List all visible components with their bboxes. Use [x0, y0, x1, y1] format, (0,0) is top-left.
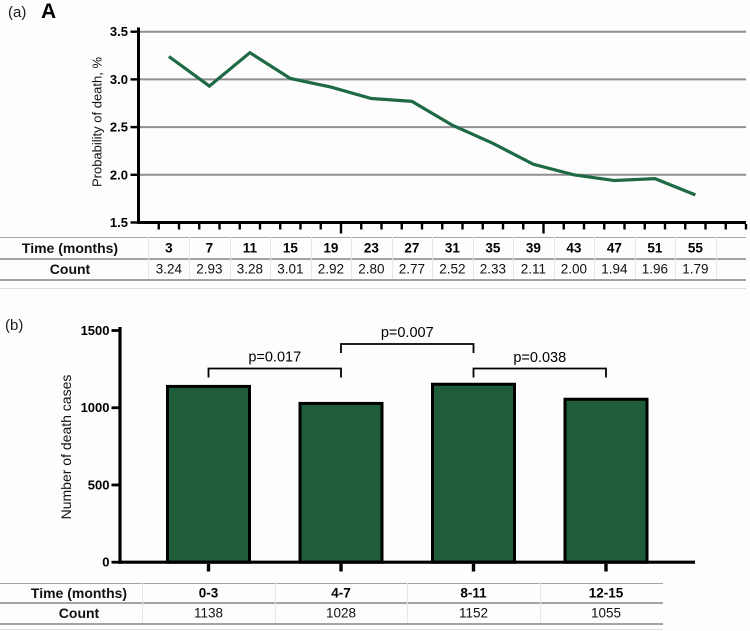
table-b-time-value: 4-7: [331, 585, 351, 600]
line-chart-y-tick-label: 3.0: [110, 72, 128, 87]
table-a-count-value: 1.94: [601, 261, 628, 276]
table-a-time-value: 27: [404, 240, 420, 255]
table-a-count-value: 2.52: [439, 261, 466, 276]
table-a-col-rule: [351, 237, 353, 279]
table-a-row1-header: Time (months): [21, 239, 119, 256]
panel-a-letter: A: [41, 0, 57, 23]
table-a-count-value: 2.33: [479, 261, 507, 276]
table-a-count-value: 2.93: [196, 261, 223, 276]
table-a-time-value: 11: [242, 240, 258, 255]
table-a-time-value: 35: [485, 240, 501, 255]
table-b-count-value: 1152: [458, 605, 489, 620]
table-b-time-value: 0-3: [198, 585, 219, 600]
table-b-time-value: 12-15: [588, 585, 624, 600]
bar-chart-y-tick-label: 0: [102, 555, 109, 570]
table-a-count-value: 2.80: [358, 261, 385, 276]
line-chart-y-tick-label: 2.0: [110, 167, 128, 182]
table-a-col-rule: [148, 237, 149, 279]
table-a-faint-rule: [0, 287, 746, 289]
table-a-time-value: 3: [165, 240, 173, 255]
significance-label: p=0.017: [248, 350, 301, 366]
table-b-count-value: 1055: [590, 605, 622, 620]
table-b-top-rule: [0, 582, 663, 585]
table-a-time-value: 15: [282, 240, 298, 255]
table-a-col-rule: [513, 237, 515, 279]
table-a-col-rule: [553, 237, 555, 279]
significance-bracket: [340, 343, 475, 353]
table-b-count-value: 1138: [193, 605, 224, 620]
table-a-time-value: 7: [205, 240, 214, 255]
table-a-top-rule: [0, 236, 746, 239]
bar-0-3: [166, 384, 251, 564]
panel-a-tag: (a): [8, 4, 27, 21]
table-a-col-rule: [472, 237, 474, 279]
significance-label: p=0.038: [513, 350, 566, 366]
bar-chart-y-tick-label: 1500: [81, 323, 110, 338]
table-a-time-value: 39: [525, 240, 541, 255]
table-a-time-value: 23: [363, 240, 379, 255]
panel-b-tag: (b): [5, 317, 24, 334]
line-chart-series: [167, 50, 696, 197]
bar-chart-y-axis-title: Number of death cases: [58, 374, 74, 520]
table-a-count-value: 2.11: [520, 261, 547, 276]
table-a-time-value: 51: [647, 240, 663, 255]
line-chart-y-tick-label: 3.5: [110, 24, 128, 39]
table-a-count-value: 1.79: [682, 261, 709, 276]
table-a-count-value: 3.28: [236, 261, 264, 276]
table-a-count-value: 3.24: [155, 261, 183, 276]
table-a-time-value: 19: [323, 240, 339, 255]
table-b-col-rule: [407, 583, 409, 623]
bar-4-7: [298, 401, 384, 564]
table-a-col-rule: [391, 237, 393, 279]
bar-chart-y-tick-label: 1000: [81, 400, 110, 415]
table-a-time-value: 47: [606, 240, 622, 255]
table-a-col-rule: [189, 237, 191, 279]
table-a-count-value: 2.00: [560, 261, 588, 276]
table-a-count-value: 2.92: [317, 261, 345, 276]
bar-12-15: [563, 397, 649, 564]
bar-chart-y-tick-label: 500: [88, 477, 110, 492]
bar-8-11: [431, 382, 516, 564]
table-a-col-rule: [634, 237, 636, 279]
table-a-col-rule: [432, 237, 434, 279]
table-a-time-value: 55: [687, 240, 703, 255]
table-b-row1-header: Time (months): [30, 584, 128, 601]
table-b-bottom-rule: [0, 623, 663, 625]
table-b-count-value: 1028: [325, 605, 357, 620]
significance-bracket: [207, 367, 342, 378]
line-chart-y-tick-label: 1.5: [110, 215, 128, 230]
table-b-faint-rule: [0, 629, 663, 631]
table-b-time-value: 8-11: [460, 585, 487, 600]
table-a-time-value: 43: [566, 240, 582, 255]
table-a-time-value: 31: [444, 240, 460, 255]
table-b-col-rule: [539, 583, 541, 623]
table-b-row2-header: Count: [58, 604, 100, 621]
table-a-col-rule: [594, 237, 596, 279]
table-a-col-rule: [229, 237, 231, 279]
significance-bracket: [472, 367, 607, 378]
table-a-count-value: 3.01: [277, 261, 304, 276]
table-a-col-rule: [715, 237, 717, 279]
table-a-col-rule: [675, 237, 677, 279]
table-a-row2-header: Count: [49, 260, 91, 277]
table-a-mid-rule: [0, 258, 746, 260]
line-chart-y-tick-label: 2.5: [110, 120, 128, 135]
table-b-mid-rule: [0, 602, 663, 604]
table-a-col-rule: [310, 237, 312, 279]
table-a-bottom-rule: [0, 279, 746, 281]
table-a-col-rule: [270, 237, 272, 279]
table-b-col-rule: [274, 583, 276, 623]
table-a-count-value: 1.96: [641, 261, 669, 276]
line-chart-y-axis-title: Probability of death, %: [89, 56, 105, 188]
significance-label: p=0.007: [381, 325, 434, 341]
table-b-col-rule: [142, 583, 144, 623]
table-a-count-value: 2.77: [398, 261, 426, 276]
